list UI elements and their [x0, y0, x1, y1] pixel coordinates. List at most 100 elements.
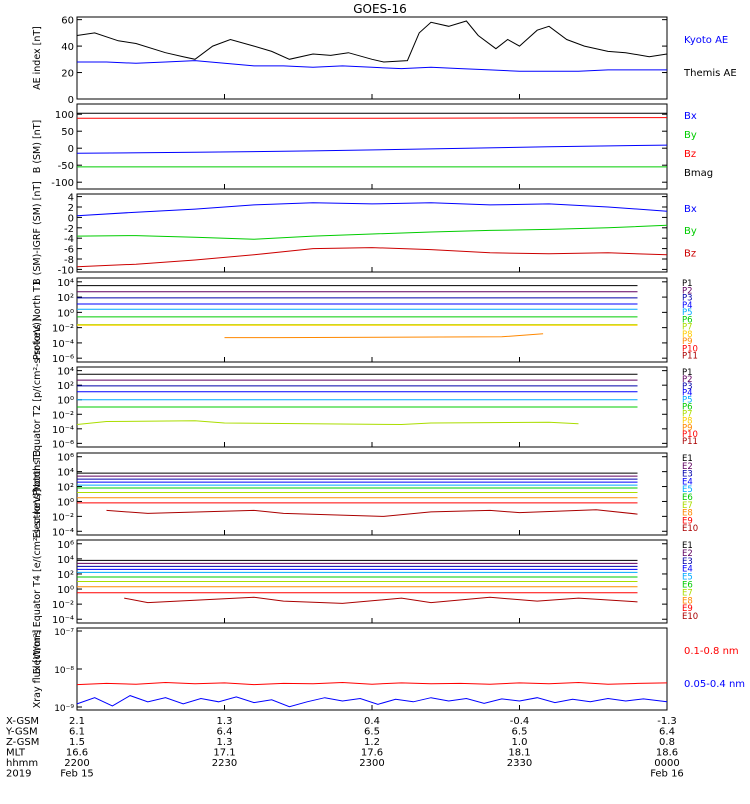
legend-p5: P5 [682, 396, 693, 406]
y-axis-label: B (SM) [nT] [32, 120, 43, 173]
panel-frame [76, 277, 668, 363]
y-tick-label: -8 [64, 255, 74, 266]
time-axis-value: 2200 [64, 758, 89, 769]
y-axis-label: Protons North T1 [32, 280, 43, 360]
time-axis-value: 1.5 [69, 737, 85, 748]
time-axis-value: 2300 [359, 758, 384, 769]
time-axis-value: -0.4 [510, 716, 530, 727]
legend-0-1-0-8-nm: 0.1-0.8 nm [684, 646, 739, 657]
legend-p4: P4 [682, 389, 693, 399]
time-axis-label: X-GSM [6, 716, 39, 727]
time-axis-label: Z-GSM [6, 737, 39, 748]
legend-e1: E1 [682, 541, 693, 551]
y-tick-label: 10⁰ [57, 497, 74, 508]
y-tick-label: 10⁻² [52, 512, 74, 523]
legend-e8: E8 [682, 596, 693, 606]
series-p9 [224, 333, 544, 339]
series-bz [77, 117, 668, 119]
legend-p1: P1 [682, 279, 693, 289]
time-axis-value: 18.6 [656, 748, 678, 759]
legend-p2: P2 [682, 286, 693, 296]
legend-p11: P11 [682, 437, 698, 447]
time-axis-value: -1.3 [657, 716, 677, 727]
time-axis-value: 18.1 [508, 748, 530, 759]
panel-e-equator: 10⁶ 10⁴ 10² 10⁰ 10⁻² 10⁻⁴ Electrons Equator T4… [32, 489, 698, 674]
legend-0-05-0-4-nm: 0.05-0.4 nm [684, 679, 745, 690]
y-tick-label: 10⁻² [52, 324, 74, 335]
legend-p1: P1 [682, 368, 693, 378]
y-tick-label: 100 [55, 110, 74, 121]
y-tick-label: -50 [58, 161, 74, 172]
legend-e6: E6 [682, 581, 693, 591]
y-tick-label: 10⁻² [52, 410, 74, 421]
legend-p11: P11 [682, 352, 698, 362]
y-tick-label: 10² [57, 483, 74, 494]
legend-e4: E4 [682, 565, 693, 575]
y-tick-label: 10⁰ [57, 308, 74, 319]
y-tick-label: 10⁻² [52, 600, 74, 611]
panel-p-equator: 10⁴ 10² 10⁰ 10⁻² 10⁻⁴ 10⁻⁶ Protons Equator T2 … [32, 318, 698, 495]
time-axis-label: 2019 [6, 769, 31, 780]
y-axis-label: Electrons North T3 [32, 450, 43, 538]
y-axis-label: Protons Equator T2 [p/(cm²-s-sr-keV)] [32, 318, 43, 495]
y-tick-label: 2 [68, 203, 74, 214]
y-tick-label: -4 [64, 234, 74, 245]
panel-frame [76, 452, 668, 536]
y-tick-label: 10⁻⁴ [52, 425, 74, 436]
legend-e9: E9 [682, 516, 693, 526]
time-axis-label: hhmm [6, 758, 38, 769]
legend-e9: E9 [682, 604, 693, 614]
series-bx [76, 144, 668, 154]
y-tick-label: 10⁻⁹ [54, 704, 74, 714]
legend-p4: P4 [682, 301, 693, 311]
legend-p6: P6 [682, 315, 693, 325]
y-tick-label: 10⁰ [57, 396, 74, 407]
time-axis-value: Feb 16 [650, 769, 684, 780]
legend-e2: E2 [682, 549, 693, 559]
y-tick-label: 0 [68, 213, 74, 224]
series-kyoto-ae [77, 60, 667, 72]
time-axis-value: 1.3 [217, 737, 233, 748]
y-tick-label: 10⁰ [57, 585, 74, 596]
series-e10 [106, 509, 638, 517]
y-tick-label: 10⁻⁴ [52, 339, 74, 350]
legend-e2: E2 [682, 462, 693, 472]
y-tick-label: 10⁶ [57, 540, 74, 551]
legend-e10: E10 [682, 612, 698, 622]
legend-p5: P5 [682, 308, 693, 318]
series-bx [76, 202, 668, 217]
panel-xray: 10⁻⁷ 10⁻⁸ 10⁻⁹ Xray flux [W/m²] 0.1-0.8 nm 0.… [32, 627, 745, 714]
y-tick-label: -10 [58, 265, 74, 276]
plot-title: GOES-16 [353, 2, 407, 16]
time-axis-label: Y-GSM [5, 727, 38, 738]
legend-themis-ae: Themis AE [683, 68, 737, 79]
y-axis-label: AE index [nT] [32, 26, 43, 90]
panel-ae: 0 20 40 60 AE index [nT] Kyoto AE Themis AE [32, 16, 737, 106]
legend-p7: P7 [682, 323, 693, 333]
y-tick-label: 10⁻⁷ [54, 628, 74, 638]
legend-e8: E8 [682, 509, 693, 519]
time-axis-value: 1.2 [364, 737, 380, 748]
legend-p3: P3 [682, 294, 693, 304]
y-tick-label: 10⁻⁴ [52, 615, 74, 626]
legend-e10: E10 [682, 524, 698, 534]
time-axis-value: 6.5 [364, 727, 380, 738]
y-tick-label: 10⁴ [57, 278, 74, 289]
legend-p10: P10 [682, 344, 698, 354]
time-axis-value: 6.4 [217, 727, 233, 738]
y-axis-label: Electrons Equator T4 [e/(cm²-s-sr-keV)] [32, 489, 43, 674]
y-tick-label: 20 [61, 69, 74, 80]
y-tick-label: 10⁻⁶ [52, 439, 74, 450]
time-axis-value: 6.1 [69, 727, 85, 738]
panel-bsm: -100 -50 0 50 100 B (SM) [nT] Bx By Bz Bmag [32, 103, 713, 190]
legend-p7: P7 [682, 409, 693, 419]
legend-e3: E3 [682, 557, 693, 567]
y-tick-label: 10⁻⁶ [52, 354, 74, 365]
legend-e1: E1 [682, 454, 693, 464]
series-0-05-0-4-nm [76, 695, 668, 708]
y-tick-label: 10⁴ [57, 367, 74, 378]
panel-e-north: 10⁶ 10⁴ 10² 10⁰ 10⁻² 10⁻⁴ Electrons North T3 E1… [32, 450, 698, 538]
y-tick-label: -100 [51, 178, 74, 189]
